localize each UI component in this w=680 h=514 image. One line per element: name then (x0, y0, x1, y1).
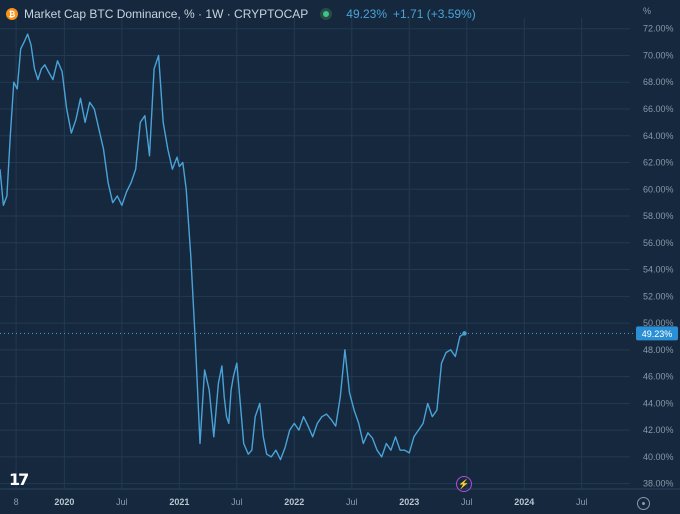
y-tick-label: 70.00% (643, 50, 674, 60)
y-axis: % 72.00% 70.00% 68.00% 66.00% 64.00% 62.00% 60.… (643, 6, 674, 489)
last-value: 49.23% (346, 7, 387, 21)
last-value-marker: 49.23% (0, 326, 678, 341)
price-change: +1.71 (+3.59%) (393, 7, 476, 21)
x-tick-label: 2021 (169, 497, 189, 507)
price-label: 49.23% (642, 329, 673, 339)
y-tick-label: 50.00% (643, 318, 674, 328)
x-tick-label: Jul (116, 497, 128, 507)
market-status-icon[interactable] (320, 8, 333, 20)
bitcoin-icon: ₿ (6, 8, 18, 20)
y-tick-label: 42.00% (643, 425, 674, 435)
y-tick-label: 66.00% (643, 104, 674, 114)
chart-header: ₿ Market Cap BTC Dominance, % · 1W · CRY… (6, 5, 476, 23)
x-tick-label: 2024 (514, 497, 534, 507)
tradingview-logo[interactable]: 17 (9, 470, 29, 489)
y-tick-label: 62.00% (643, 158, 674, 168)
y-tick-label: 72.00% (643, 24, 674, 34)
y-tick-label: 38.00% (643, 479, 674, 489)
x-tick-label: Jul (231, 497, 243, 507)
y-tick-label: 68.00% (643, 77, 674, 87)
grid-lines (0, 18, 630, 489)
series-line-path[interactable] (0, 33, 465, 461)
x-tick-label: Jul (461, 497, 473, 507)
y-tick-label: 54.00% (643, 265, 674, 275)
y-tick-label: 46.00% (643, 372, 674, 382)
x-tick-label: Jul (576, 497, 588, 507)
price-label-box (636, 326, 678, 341)
x-tick-label: 2022 (284, 497, 304, 507)
y-tick-label: 48.00% (643, 345, 674, 355)
y-tick-label: 52.00% (643, 291, 674, 301)
y-tick-label: 44.00% (643, 398, 674, 408)
x-tick-label: 2023 (399, 497, 419, 507)
lightning-icon[interactable]: ⚡ (456, 476, 472, 492)
y-tick-label: 64.00% (643, 131, 674, 141)
y-tick-label: 40.00% (643, 452, 674, 462)
y-tick-label: 56.00% (643, 238, 674, 248)
x-axis: 8 2020 Jul 2021 Jul 2022 Jul 2023 Jul 2024 Jul (14, 497, 588, 507)
y-tick-label: 58.00% (643, 211, 674, 221)
series-line (0, 33, 465, 461)
x-tick-label: Jul (346, 497, 358, 507)
y-tick-label: 60.00% (643, 184, 674, 194)
chart-title[interactable]: Market Cap BTC Dominance, % · 1W · CRYPT… (24, 7, 309, 21)
x-tick-label: 8 (14, 497, 19, 507)
x-tick-label: 2020 (54, 497, 74, 507)
gear-icon[interactable] (637, 497, 650, 510)
last-point (462, 331, 467, 336)
y-axis-unit: % (643, 6, 651, 16)
